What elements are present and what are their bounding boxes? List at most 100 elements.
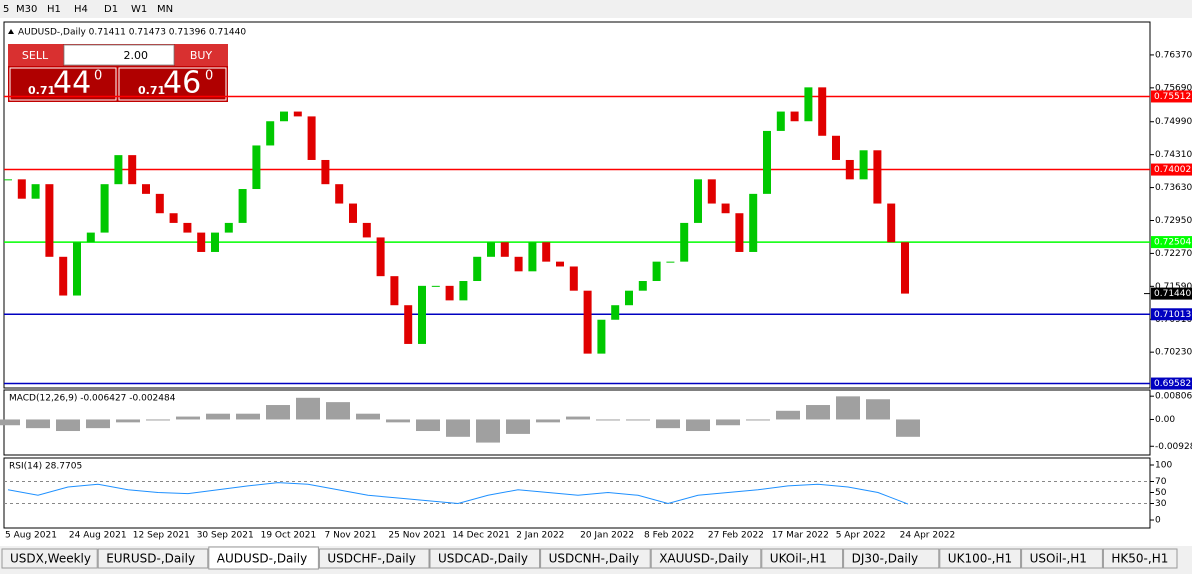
candle: [583, 290, 592, 354]
level-label: 0.75512: [1154, 92, 1191, 102]
level-tag: [1151, 236, 1192, 249]
timeframe-button[interactable]: W1: [131, 4, 147, 15]
tab-bg: [650, 548, 762, 569]
candle: [473, 256, 482, 282]
tab[interactable]: UK100-,H1: [939, 548, 1022, 569]
macd-bar: [656, 419, 680, 429]
macd-bar: [596, 419, 620, 421]
candle: [790, 111, 799, 122]
tab[interactable]: UKOil-,H1: [761, 548, 844, 569]
y-tick-label: 0.76370: [1155, 50, 1192, 60]
sell-prefix: 0.71: [28, 84, 55, 97]
y-tick-label: 0: [1155, 516, 1161, 526]
tab[interactable]: USDCHF-,Daily: [318, 548, 430, 569]
candle: [597, 319, 606, 354]
candle: [694, 179, 702, 223]
timeframe-button[interactable]: 5: [3, 4, 9, 15]
tab[interactable]: HK50-,H1: [1102, 548, 1178, 569]
candle: [901, 242, 909, 294]
candle: [128, 155, 137, 185]
macd-frame: [3, 389, 1151, 456]
candle: [735, 213, 744, 252]
indicator-title: MACD(12,26,9) -0.006427 -0.002484: [9, 394, 176, 404]
level-label: 0.69582: [1154, 379, 1191, 389]
macd-bar: [146, 419, 170, 421]
level-label: 0.72504: [1154, 238, 1191, 248]
tab[interactable]: EURUSD-,Daily: [97, 548, 209, 569]
candle: [556, 261, 564, 267]
timeframe-button[interactable]: H1: [47, 4, 61, 15]
y-tick-label: 0.72270: [1155, 249, 1192, 259]
timeframe-button[interactable]: D1: [104, 4, 118, 15]
candle: [418, 285, 426, 344]
tab-label: USOil-,H1: [1030, 552, 1087, 566]
y-tick-label: 0.74990: [1155, 117, 1192, 127]
candle: [749, 193, 758, 252]
tab[interactable]: USDCNH-,Daily: [540, 548, 651, 569]
timeframe-button[interactable]: M30: [16, 4, 37, 15]
tab[interactable]: USOil-,H1: [1021, 548, 1103, 569]
timeframe-button[interactable]: MN: [157, 4, 173, 15]
candle: [224, 222, 233, 233]
candle: [169, 213, 178, 223]
candle: [680, 222, 689, 262]
tab-label: XAUUSD-,Daily: [659, 552, 748, 566]
timeframe-button[interactable]: H4: [74, 4, 88, 15]
buy-price-box[interactable]: [118, 67, 227, 101]
candle: [845, 159, 854, 180]
sell-price-box[interactable]: [9, 67, 117, 101]
candle: [362, 222, 371, 238]
candle: [487, 242, 495, 257]
macd-bar: [896, 419, 920, 437]
candle: [307, 116, 316, 160]
sell-label: SELL: [22, 49, 49, 62]
y-tick-label: 0.008061: [1155, 392, 1192, 402]
macd-bar: [566, 416, 590, 420]
macd-bar: [536, 419, 560, 423]
y-tick-label: 0.70230: [1155, 348, 1192, 358]
candle: [818, 87, 827, 136]
candle: [17, 179, 26, 199]
candle: [266, 121, 275, 146]
sell-button[interactable]: [8, 44, 63, 66]
y-tick-label: 0.72950: [1155, 216, 1192, 226]
buy-button[interactable]: [175, 44, 228, 66]
candle: [59, 256, 68, 296]
candle: [390, 276, 399, 306]
candle: [31, 184, 40, 199]
date-label: 24 Aug 2021: [69, 531, 127, 541]
y-tick-label: -0.00928: [1155, 442, 1192, 452]
level-label: 0.74002: [1154, 165, 1191, 175]
candle: [638, 281, 647, 291]
chart-header: AUDUSD-,Daily 0.71411 0.71473 0.71396 0.…: [18, 28, 246, 38]
candle: [73, 242, 81, 296]
candle: [155, 193, 164, 214]
tab-label: USDCNH-,Daily: [549, 552, 640, 566]
candle: [335, 184, 344, 204]
macd-bar: [416, 419, 440, 432]
lots-input[interactable]: [63, 44, 175, 66]
tab[interactable]: AUDUSD-,Daily: [208, 546, 319, 570]
macd-bar: [116, 419, 140, 423]
candle: [238, 189, 247, 223]
tab[interactable]: DJ30-,Daily: [843, 548, 940, 569]
macd-bar: [716, 419, 740, 426]
date-label: 25 Nov 2021: [388, 531, 446, 541]
y-tick-label: 70: [1155, 477, 1167, 487]
macd-bar: [236, 413, 260, 420]
macd-bar: [0, 419, 20, 426]
tab[interactable]: USDCAD-,Daily: [429, 548, 541, 569]
trade-panel: SELL BUY 2.00 0.71 44 0 0.71 46 0: [8, 44, 228, 102]
tab-bg: [208, 546, 319, 570]
macd-bar: [626, 419, 650, 421]
candle: [887, 203, 896, 243]
tab[interactable]: XAUUSD-,Daily: [650, 548, 762, 569]
tab-bg: [1021, 548, 1103, 569]
macd-bar: [446, 419, 470, 437]
macd-bar: [176, 416, 200, 420]
tab[interactable]: USDX,Weekly: [1, 548, 98, 569]
candle: [404, 305, 413, 344]
candle: [114, 155, 123, 185]
rsi-line: [7, 482, 909, 505]
